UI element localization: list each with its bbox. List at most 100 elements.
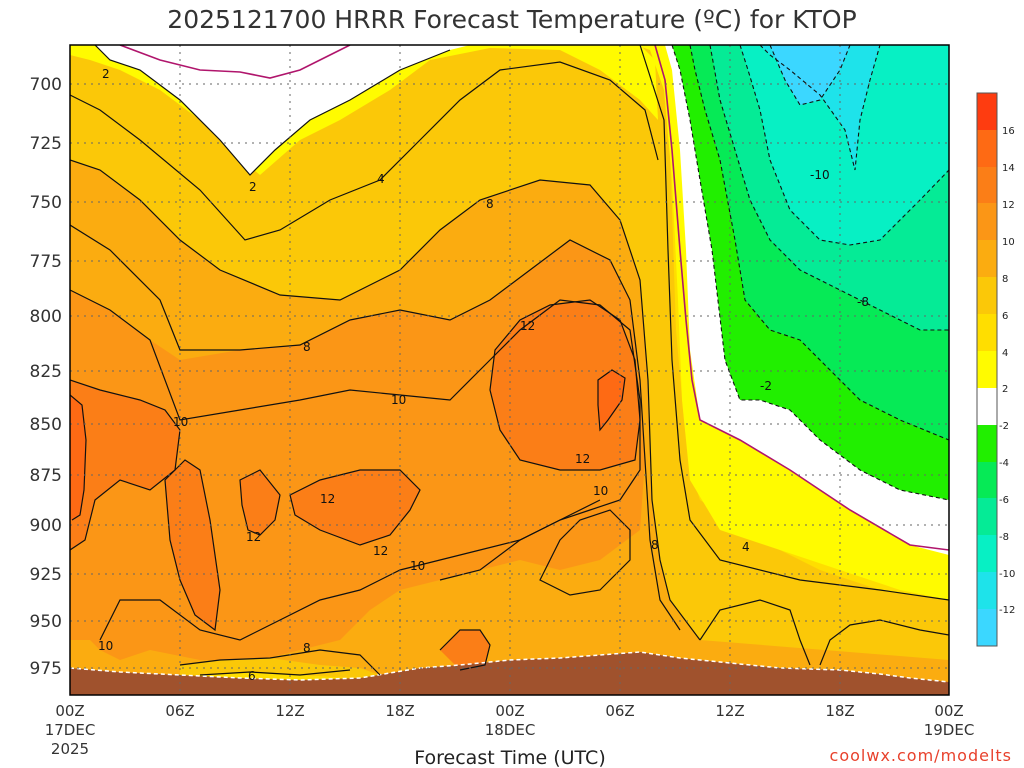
chart-title: 2025121700 HRRR Forecast Temperature (ºC… bbox=[167, 5, 856, 34]
x-tick-label: 18Z bbox=[825, 702, 854, 720]
y-tick-label: 875 bbox=[30, 466, 62, 486]
contour-label: 6 bbox=[248, 669, 256, 683]
contour-0-right bbox=[654, 45, 949, 551]
contour-4-right-b bbox=[819, 619, 949, 666]
colorbar-swatch bbox=[977, 572, 997, 609]
x-tick-label: 06Z bbox=[605, 702, 634, 720]
colorbar-label: -4 bbox=[999, 458, 1009, 469]
contour-12-d bbox=[164, 459, 221, 632]
y-tick-label: 950 bbox=[30, 612, 62, 632]
x-axis: 00Z 17DEC 2025 06Z 12Z 18Z 00Z 18DEC 06Z… bbox=[45, 702, 975, 758]
colorbar-label: 6 bbox=[1002, 311, 1008, 322]
contour-6-low bbox=[199, 669, 351, 676]
contour-label: 8 bbox=[303, 641, 311, 655]
y-axis: 700 725 750 775 800 825 850 875 900 925 … bbox=[30, 75, 62, 679]
colorbar-label: 8 bbox=[1002, 274, 1008, 285]
contour-2 bbox=[94, 45, 451, 176]
contour-label: 8 bbox=[651, 538, 659, 552]
colorbar-swatch bbox=[977, 535, 997, 572]
colorbar-swatch bbox=[977, 462, 997, 498]
x-tick-label: 12Z bbox=[715, 702, 744, 720]
plot-frame bbox=[69, 44, 950, 696]
colorbar-swatch bbox=[977, 277, 997, 314]
x-tick-label: 06Z bbox=[165, 702, 194, 720]
band-12-14-c bbox=[290, 470, 420, 545]
x-tick-date: 19DEC bbox=[924, 721, 975, 739]
contour-4 bbox=[70, 61, 659, 241]
contour-label: 8 bbox=[486, 197, 494, 211]
y-tick-label: 925 bbox=[30, 565, 62, 585]
x-tick-label: 00Z bbox=[55, 702, 84, 720]
contour-label: 4 bbox=[742, 540, 750, 554]
contour-m12 bbox=[769, 45, 851, 106]
colorbar-swatch bbox=[977, 167, 997, 203]
colorbar-swatch bbox=[977, 93, 997, 130]
colorbar-label: 4 bbox=[1002, 348, 1008, 359]
colorbar-swatch bbox=[977, 130, 997, 167]
contour-label: 10 bbox=[98, 639, 113, 653]
y-tick-label: 775 bbox=[30, 252, 62, 272]
colorbar-label: -2 bbox=[999, 421, 1009, 432]
contour-m4 bbox=[689, 45, 949, 441]
contour-label: 10 bbox=[410, 559, 425, 573]
contour-label: 10 bbox=[593, 484, 608, 498]
contour-m6 bbox=[709, 45, 949, 331]
x-tick-year: 2025 bbox=[51, 740, 89, 758]
colorbar-label: -12 bbox=[999, 605, 1015, 616]
contour-8 bbox=[70, 224, 681, 631]
x-tick-label: 00Z bbox=[934, 702, 963, 720]
y-tick-label: 825 bbox=[30, 362, 62, 382]
contour-label: -8 bbox=[857, 295, 869, 309]
contour-label: 4 bbox=[377, 172, 385, 186]
contour-6 bbox=[70, 159, 701, 641]
colorbar-swatch bbox=[977, 609, 997, 646]
x-axis-title: Forecast Time (UTC) bbox=[414, 747, 605, 768]
colorbar-swatch bbox=[977, 240, 997, 277]
y-tick-label: 850 bbox=[30, 415, 62, 435]
contour-label: 10 bbox=[391, 393, 406, 407]
y-tick-label: 700 bbox=[30, 75, 62, 95]
contour-label: 2 bbox=[102, 67, 110, 81]
contour-0-upper bbox=[119, 45, 351, 79]
band-12-14-f bbox=[440, 630, 490, 670]
contour-10 bbox=[70, 289, 641, 581]
colorbar-swatch bbox=[977, 388, 997, 425]
contour-12-a bbox=[70, 379, 181, 551]
x-tick-date: 17DEC bbox=[45, 721, 96, 739]
contour-8-low bbox=[179, 649, 381, 676]
credit-text: coolwx.com/modelts bbox=[830, 746, 1012, 765]
temperature-field bbox=[70, 45, 949, 695]
band-0-2-upper bbox=[95, 45, 470, 175]
contour-4-right bbox=[699, 599, 811, 666]
colorbar-label: 16 bbox=[1002, 126, 1015, 137]
colorbar-label: -10 bbox=[999, 569, 1015, 580]
contour-m8 bbox=[739, 45, 949, 246]
colorbar-swatch bbox=[977, 314, 997, 351]
y-tick-label: 725 bbox=[30, 134, 62, 154]
contour-14-a bbox=[70, 394, 87, 521]
band-m8-m10 bbox=[740, 45, 949, 245]
y-tick-label: 800 bbox=[30, 307, 62, 327]
band-12-14-e bbox=[240, 470, 280, 535]
contour-label: 10 bbox=[173, 415, 188, 429]
band-12-14-a bbox=[70, 380, 180, 550]
band-m10-m12 bbox=[760, 45, 880, 170]
contour-label: 12 bbox=[520, 319, 535, 333]
band-14-16-a bbox=[70, 395, 86, 520]
contour-12-f bbox=[439, 629, 491, 671]
contour-labels: 2 2 4 8 -10 -8 8 12 -2 10 10 12 12 12 12… bbox=[98, 67, 869, 683]
x-tick-label: 18Z bbox=[385, 702, 414, 720]
contour-label: 8 bbox=[303, 340, 311, 354]
colorbar-label: 2 bbox=[1002, 384, 1008, 395]
x-tick-date: 18DEC bbox=[485, 721, 536, 739]
colorbar-label: -8 bbox=[999, 532, 1009, 543]
contour-label: 12 bbox=[373, 544, 388, 558]
contour-label: 2 bbox=[249, 180, 257, 194]
contour-12-e bbox=[239, 469, 281, 536]
y-tick-label: 750 bbox=[30, 193, 62, 213]
contour-10-c bbox=[539, 509, 631, 596]
colorbar-swatch bbox=[977, 498, 997, 535]
contour-label: -10 bbox=[810, 168, 830, 182]
contour-label: 12 bbox=[575, 452, 590, 466]
band-m12 bbox=[770, 45, 850, 105]
